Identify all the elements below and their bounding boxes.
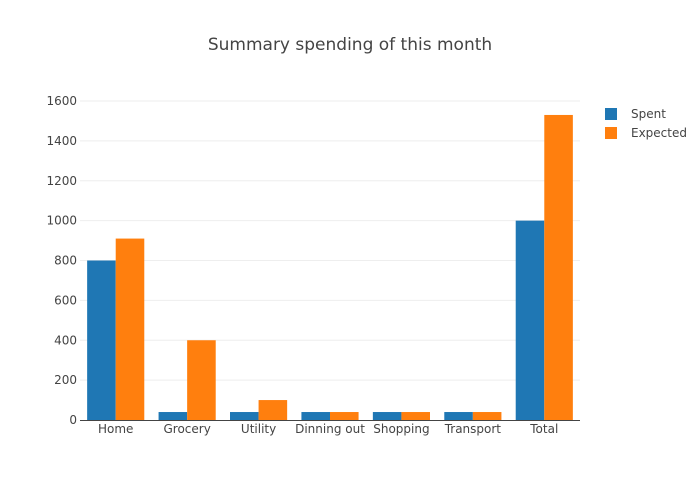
bar-spent-grocery[interactable]: [158, 412, 188, 420]
x-tick-label: Utility: [241, 422, 276, 436]
x-tick-label: Shopping: [373, 422, 429, 436]
x-tick-label: Grocery: [163, 422, 210, 436]
bar-expected-total[interactable]: [544, 114, 573, 421]
legend-swatch-spent[interactable]: [605, 108, 617, 120]
y-tick-label: 1000: [46, 214, 77, 228]
bar-expected-grocery[interactable]: [187, 340, 216, 420]
x-axis-tick-labels: Home Grocery Utility Dinning out Shopping Tra…: [98, 422, 558, 436]
bar-expected-shopping[interactable]: [401, 412, 430, 420]
bar-expected-utility[interactable]: [258, 400, 288, 420]
legend-label-spent[interactable]: Spent: [631, 107, 666, 121]
y-tick-label: 600: [54, 293, 77, 307]
y-tick-label: 200: [54, 373, 77, 387]
x-tick-label: Home: [98, 422, 133, 436]
legend-label-expected[interactable]: Expected: [631, 126, 687, 140]
bar-spent-total[interactable]: [515, 220, 545, 420]
y-axis-tick-labels: 0 200 400 600 800 1000 1200 1400 1600: [46, 94, 77, 427]
y-tick-label: 400: [54, 333, 77, 347]
bar-spent-utility[interactable]: [230, 412, 259, 420]
bar-expected-dinning-out[interactable]: [330, 412, 359, 420]
legend[interactable]: Spent Expected: [605, 107, 687, 140]
bar-expected-transport[interactable]: [472, 412, 502, 420]
bar-spent-shopping[interactable]: [372, 412, 402, 420]
x-tick-label: Total: [529, 422, 558, 436]
bar-spent-dinning-out[interactable]: [301, 412, 330, 420]
x-tick-label: Dinning out: [295, 422, 365, 436]
legend-swatch-expected[interactable]: [605, 127, 617, 139]
y-tick-label: 1400: [46, 134, 77, 148]
bar-expected-home[interactable]: [115, 238, 145, 420]
bars: [87, 114, 573, 421]
x-tick-label: Transport: [444, 422, 502, 436]
bar-spent-transport[interactable]: [444, 412, 473, 420]
gridlines: [80, 100, 580, 381]
y-tick-label: 800: [54, 254, 77, 268]
chart-title: Summary spending of this month: [208, 35, 492, 55]
y-tick-label: 0: [69, 413, 77, 427]
y-tick-label: 1200: [46, 174, 77, 188]
y-tick-label: 1600: [46, 94, 77, 108]
bar-spent-home[interactable]: [87, 260, 116, 421]
